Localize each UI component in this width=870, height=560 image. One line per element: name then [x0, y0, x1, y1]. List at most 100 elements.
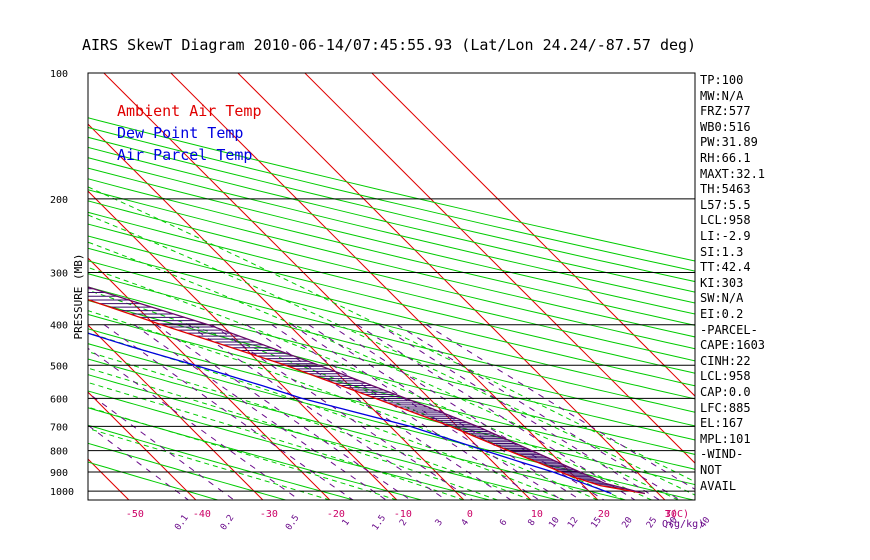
- y-tick-label: 800: [50, 447, 68, 458]
- dry-adiabat: [88, 313, 695, 470]
- dry-adiabat: [88, 300, 695, 455]
- index-21: LFC:885: [700, 400, 751, 415]
- mixing-ratio-label: 0.1: [173, 513, 191, 532]
- dry-adiabat: [88, 178, 695, 326]
- mixing-ratio-label: 6: [498, 518, 509, 528]
- mixing-ratio-label: 0.5: [284, 513, 302, 532]
- dry-adiabat: [88, 167, 695, 315]
- bottom-tick-label: -50: [126, 509, 144, 520]
- y-tick-label: 700: [50, 422, 68, 433]
- mixing-ratio-label: 1: [341, 518, 352, 528]
- mixing-ratio-line: [103, 324, 354, 500]
- dry-adiabat: [88, 374, 558, 500]
- moist-adiabat: [88, 351, 532, 500]
- cape-hatching: [88, 288, 636, 492]
- bottom-tick-label: 30: [665, 509, 677, 520]
- mixing-ratio-label: 2: [398, 518, 409, 528]
- mixing-ratio-line: [211, 324, 473, 500]
- mixing-ratio-label: 1.5: [371, 513, 389, 532]
- ambient-temp-line: [88, 298, 646, 495]
- mixing-ratio-line: [246, 324, 512, 500]
- index-8: L57:5.5: [700, 197, 751, 212]
- index-22: EL:167: [700, 416, 744, 431]
- mixing-ratio-label: 0.2: [219, 513, 237, 532]
- bottom-tick-label: 20: [598, 509, 610, 520]
- isotherm: [103, 73, 532, 500]
- bottom-tick-label: -10: [394, 509, 412, 520]
- mixing-ratio-label: 25: [645, 516, 659, 531]
- isotherm: [88, 458, 130, 500]
- parcel-temp-line: [88, 286, 646, 495]
- index-20: CAP:0.0: [700, 385, 751, 399]
- dry-adiabat: [88, 136, 695, 283]
- mixing-ratio-line: [329, 324, 605, 500]
- y-tick-label: 600: [50, 394, 68, 405]
- index-23: MPL:101: [700, 431, 751, 446]
- isotherm: [237, 73, 666, 500]
- dry-adiabat: [88, 343, 694, 500]
- index-12: TT:42.4: [700, 260, 751, 275]
- index-17: CAPE:1603: [700, 338, 766, 353]
- moist-adiabat: [88, 186, 695, 483]
- y-tick-label: 1000: [50, 487, 74, 498]
- dry-adiabat: [88, 328, 695, 486]
- dry-adiabat: [88, 260, 695, 413]
- index-2: FRZ:577: [700, 104, 751, 119]
- dry-adiabat: [88, 442, 286, 500]
- dry-adiabat: [88, 223, 695, 374]
- isotherm: [88, 391, 197, 500]
- legend-parcel: Air Parcel Temp: [117, 146, 253, 164]
- isotherm: [304, 73, 695, 464]
- moist-adiabat: [88, 289, 625, 500]
- legend-dewpoint: Dew Point Temp: [117, 124, 244, 142]
- dry-adiabat: [88, 286, 695, 441]
- moist-adiabat: [88, 310, 599, 500]
- moist-adiabat: [88, 406, 398, 500]
- dry-adiabat: [88, 461, 218, 500]
- mixing-ratio-line: [88, 392, 235, 500]
- bottom-axis-unit: T(C): [665, 509, 689, 520]
- isotherm: [88, 257, 331, 500]
- index-10: LI:-2.9: [700, 229, 751, 243]
- dry-adiabat: [88, 247, 695, 400]
- mixing-ratio-label: 12: [566, 516, 580, 531]
- isotherm: [88, 324, 264, 500]
- dry-adiabat: [88, 200, 695, 350]
- mixing-ratio-label: 3: [434, 518, 445, 528]
- plot-frame: [87, 72, 696, 501]
- bottom-tick-label: 0: [467, 509, 473, 520]
- dry-adiabat: [88, 424, 354, 500]
- legend-ambient: Ambient Air Temp: [117, 102, 262, 120]
- index-19: LCL:958: [700, 369, 751, 384]
- index-9: LCL:958: [700, 213, 751, 228]
- bottom-tick-label: 10: [531, 509, 543, 520]
- index-13: KI:303: [700, 275, 744, 290]
- dewpoint-line: [88, 332, 612, 495]
- moist-adiabat: [88, 382, 465, 500]
- mixing-ratio-line: [356, 324, 636, 500]
- mixing-ratio-line: [308, 324, 581, 500]
- index-6: MAXT:32.1: [700, 166, 766, 181]
- dry-adiabat: [88, 146, 695, 293]
- mixing-ratio-line: [155, 324, 411, 500]
- isotherm: [88, 123, 465, 500]
- index-14: SW:N/A: [700, 291, 744, 306]
- index-16: -PARCEL-: [700, 322, 758, 337]
- bottom-tick-label: -20: [327, 509, 345, 520]
- index-26: AVAIL: [700, 478, 737, 493]
- index-1: MW:N/A: [700, 88, 744, 103]
- mixing-ratio-line: [271, 324, 540, 500]
- bottom-tick-label: -40: [193, 509, 211, 520]
- moist-adiabat: [88, 332, 565, 500]
- y-axis-label: PRESSURE (MB): [72, 253, 85, 339]
- dry-adiabat: [88, 126, 695, 272]
- isotherm: [371, 73, 695, 397]
- moist-adiabat: [88, 367, 498, 500]
- index-4: PW:31.89: [700, 135, 758, 150]
- index-7: TH:5463: [700, 182, 751, 197]
- y-tick-label: 400: [50, 321, 68, 332]
- y-tick-label: 900: [50, 468, 68, 479]
- index-25: NOT: [700, 463, 722, 477]
- mixing-ratio-label: 8: [526, 518, 537, 528]
